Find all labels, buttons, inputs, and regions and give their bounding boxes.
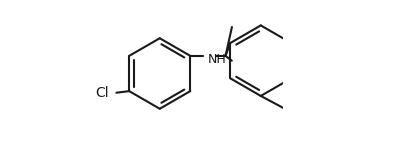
Text: NH: NH (208, 53, 226, 66)
Text: Cl: Cl (95, 86, 108, 100)
